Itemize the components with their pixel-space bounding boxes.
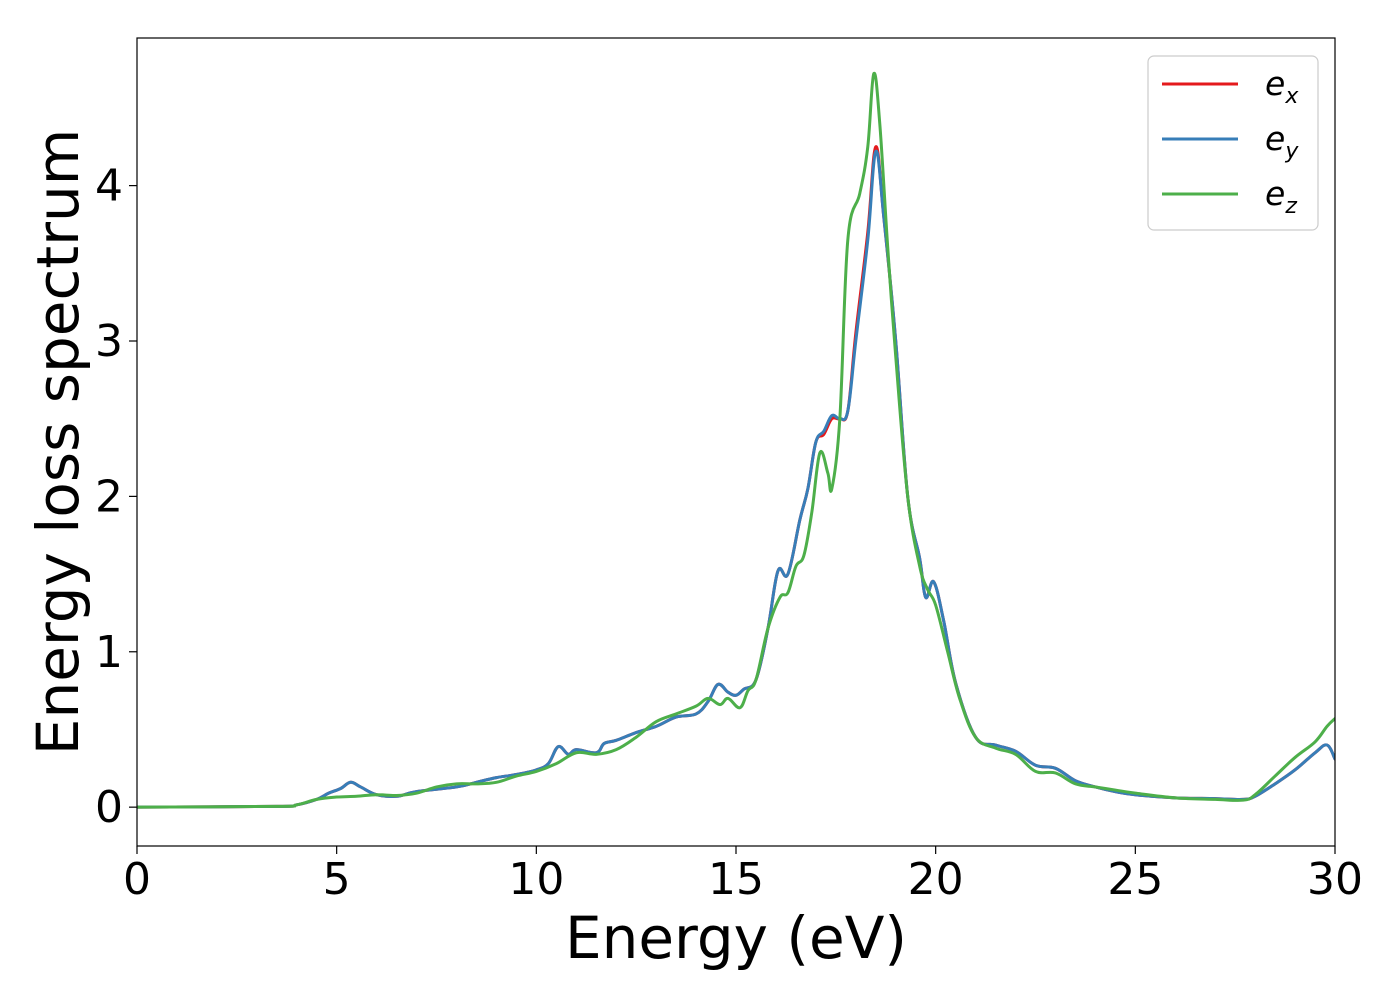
y-tick-label: 4 — [95, 161, 123, 212]
x-axis-title: Energy (eV) — [565, 904, 907, 972]
x-axis-ticks: 0 5 10 15 20 25 30 — [123, 846, 1363, 905]
x-tick-label: 5 — [323, 854, 351, 905]
y-tick-label: 3 — [95, 316, 123, 367]
y-tick-label: 1 — [95, 627, 123, 678]
plot-background — [137, 38, 1335, 846]
x-tick-label: 20 — [908, 854, 964, 905]
y-axis-title: Energy loss spectrum — [24, 129, 92, 755]
legend-label-ez: ez — [1265, 174, 1297, 219]
x-tick-label: 10 — [508, 854, 564, 905]
y-axis-ticks: 0 1 2 3 4 — [95, 161, 137, 833]
legend: ex ey ez — [1147, 55, 1319, 231]
x-tick-label: 25 — [1107, 854, 1163, 905]
legend-box — [1147, 55, 1319, 231]
legend-label-ey: ey — [1265, 119, 1299, 164]
y-tick-label: 2 — [95, 471, 123, 522]
y-tick-label: 0 — [95, 782, 123, 833]
series-line-ez — [137, 71, 1335, 809]
x-tick-label: 30 — [1307, 854, 1363, 905]
series-layer — [137, 71, 1335, 809]
x-tick-label: 15 — [708, 854, 764, 905]
x-tick-label: 0 — [123, 854, 151, 905]
legend-label-ex: ex — [1265, 64, 1299, 109]
